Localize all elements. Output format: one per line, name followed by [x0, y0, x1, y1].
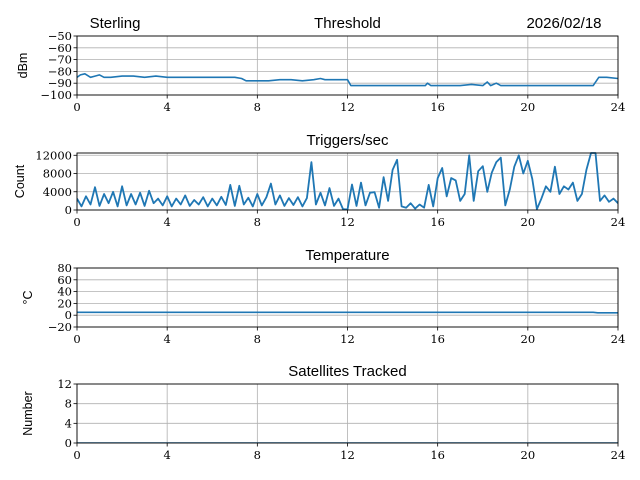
chart-title: Satellites Tracked	[288, 363, 406, 380]
x-tick-label: 8	[254, 100, 261, 114]
x-tick-label: 24	[611, 215, 626, 229]
x-tick-label: 8	[254, 332, 261, 346]
chart-title: Threshold	[314, 15, 381, 32]
triggers-chart: 0 4 8 12 16 20 24 0 4000 8000 12000 Triggers/sec Cou…	[13, 132, 625, 229]
y-tick-label: 8	[65, 397, 72, 411]
station-label: Sterling	[90, 15, 141, 32]
triggers-series-line	[77, 152, 618, 210]
y-axis-label: Number	[21, 391, 35, 435]
axes-frame	[76, 152, 619, 211]
chart-title: Triggers/sec	[307, 132, 389, 149]
y-tick-label: 0	[65, 203, 72, 217]
x-tick-label: 20	[521, 332, 536, 346]
y-tick-label: −60	[48, 41, 72, 55]
x-tick-label: 16	[430, 100, 445, 114]
y-tick-label: −80	[48, 64, 72, 78]
threshold-series-line	[77, 73, 618, 87]
x-tick-label: 0	[73, 448, 80, 462]
y-tick-label: 80	[57, 261, 72, 275]
y-tick-label: 40	[57, 285, 72, 299]
x-tick-label: 4	[164, 448, 171, 462]
x-tick-label: 24	[611, 448, 626, 462]
x-tick-label: 16	[430, 448, 445, 462]
x-tick-label: 12	[340, 215, 355, 229]
y-tick-label: 12000	[35, 148, 72, 162]
chart-title: Temperature	[305, 247, 389, 264]
x-tick-label: 4	[164, 332, 171, 346]
y-tick-label: 20	[57, 296, 72, 310]
x-tick-label: 8	[254, 448, 261, 462]
axes-frame	[76, 383, 619, 444]
x-tick-label: 20	[521, 100, 536, 114]
x-tick-label: 20	[521, 215, 536, 229]
date-label: 2026/02/18	[526, 15, 601, 32]
y-tick-label: 12	[57, 377, 72, 391]
axes-frame	[76, 267, 619, 328]
y-axis-label: Count	[13, 164, 27, 198]
y-tick-label: −70	[48, 53, 72, 67]
x-tick-label: 0	[73, 332, 80, 346]
x-tick-label: 4	[164, 100, 171, 114]
y-tick-label: 8000	[43, 167, 72, 181]
y-tick-label: −50	[48, 29, 72, 43]
y-tick-label: 4	[65, 416, 72, 430]
temperature-series-line	[77, 311, 618, 314]
y-tick-label: 0	[65, 308, 72, 322]
axes-frame	[76, 35, 619, 96]
x-tick-label: 0	[73, 100, 80, 114]
satellites-chart: 0 4 8 12 16 20 24 0 4 8 12 Satellites Tracked Number	[21, 363, 625, 462]
x-tick-label: 24	[611, 332, 626, 346]
y-axis-label: °C	[21, 290, 35, 304]
x-tick-label: 12	[340, 448, 355, 462]
y-tick-label: 60	[57, 273, 72, 287]
x-tick-label: 24	[611, 100, 626, 114]
y-tick-label: 0	[65, 436, 72, 450]
y-tick-label: −90	[48, 76, 72, 90]
x-tick-label: 20	[521, 448, 536, 462]
x-tick-label: 8	[254, 215, 261, 229]
x-tick-label: 4	[164, 215, 171, 229]
x-tick-label: 12	[340, 332, 355, 346]
x-tick-label: 12	[340, 100, 355, 114]
y-tick-label: −100	[40, 88, 72, 102]
threshold-chart: 0 4 8 12 16 20 24 −100−90−80−70−60−50 Threshold d…	[16, 15, 625, 114]
x-tick-label: 16	[430, 215, 445, 229]
y-tick-label: −20	[48, 320, 72, 334]
x-tick-label: 0	[73, 215, 80, 229]
x-tick-label: 16	[430, 332, 445, 346]
y-tick-label: 4000	[43, 185, 72, 199]
y-axis-label: dBm	[16, 53, 30, 79]
